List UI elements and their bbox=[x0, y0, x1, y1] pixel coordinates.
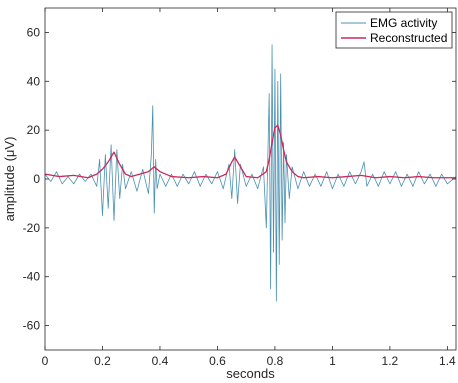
series-layer bbox=[44, 44, 457, 302]
y-tick-label: 60 bbox=[27, 25, 41, 39]
y-tick-label: -20 bbox=[23, 221, 41, 235]
x-tick-label: 0.2 bbox=[94, 354, 111, 368]
series-line-reconstructed bbox=[44, 124, 456, 179]
x-tick-label: 0.4 bbox=[152, 354, 169, 368]
axes-layer: 0 0.2 0.4 0.6 0.8 1 1.2 1.4 -60 -40 -20 0 20 40 60 bbox=[23, 7, 457, 368]
y-axis-label: amplitude (μV) bbox=[2, 137, 17, 222]
x-axis-label: seconds bbox=[226, 366, 275, 381]
series-line-emg-activity bbox=[44, 44, 457, 302]
legend-label-reconstructed: Reconstructed bbox=[370, 31, 447, 45]
legend-box bbox=[335, 11, 453, 49]
x-tick-label: 1 bbox=[329, 354, 336, 368]
y-tick-label: 0 bbox=[33, 172, 40, 186]
y-tick-label: 40 bbox=[27, 74, 41, 88]
y-tick-label: 20 bbox=[27, 123, 41, 137]
x-tick-label: 1.4 bbox=[439, 354, 456, 368]
x-tick-label: 0 bbox=[42, 354, 49, 368]
y-tick-label: -60 bbox=[23, 319, 41, 333]
legend-label-emg-activity: EMG activity bbox=[370, 16, 437, 30]
x-tick-label: 1.2 bbox=[382, 354, 399, 368]
legend: EMG activity Reconstructed bbox=[335, 11, 453, 49]
y-tick-label: -40 bbox=[23, 270, 41, 284]
x-tick-label: 0.8 bbox=[267, 354, 284, 368]
x-tick-label: 0.6 bbox=[209, 354, 226, 368]
